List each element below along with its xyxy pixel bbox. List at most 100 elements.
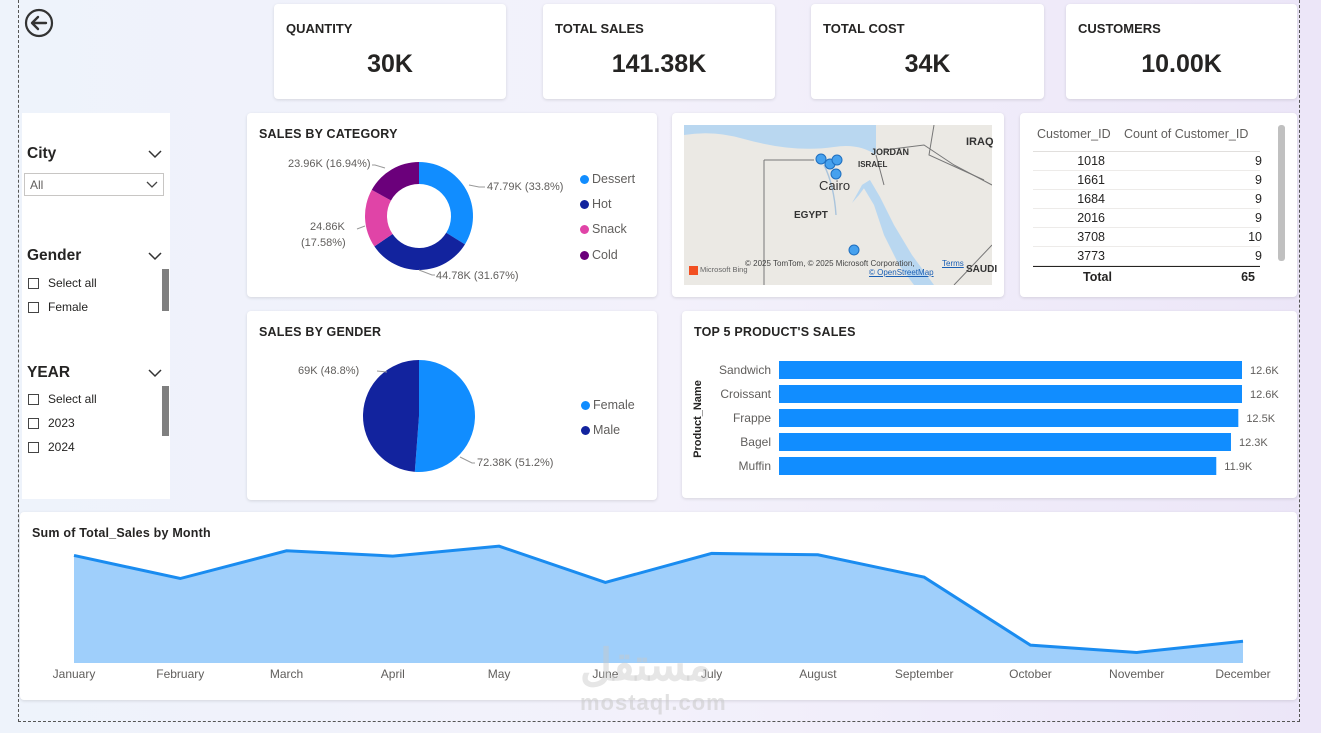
chart-title: SALES BY GENDER bbox=[259, 325, 382, 339]
table-row[interactable]: 1661 9 bbox=[1033, 172, 1262, 190]
bar-muffin[interactable] bbox=[779, 457, 1217, 475]
donut-slice-dessert[interactable] bbox=[419, 162, 473, 245]
legend-item-cold[interactable]: Cold bbox=[580, 248, 618, 262]
cell-customer-id: 1684 bbox=[1077, 192, 1105, 206]
table-row[interactable]: 1684 9 bbox=[1033, 191, 1262, 209]
kpi-card-customers: CUSTOMERS 10.00K bbox=[1066, 4, 1297, 99]
option-label: 2024 bbox=[48, 440, 75, 454]
map-label: JORDAN bbox=[871, 147, 910, 157]
cell-customer-id: 3708 bbox=[1077, 230, 1105, 244]
kpi-title: TOTAL SALES bbox=[555, 21, 644, 36]
legend-item-snack[interactable]: Snack bbox=[580, 222, 627, 236]
legend-item-female[interactable]: Female bbox=[581, 398, 635, 412]
column-header[interactable]: Count of Customer_ID bbox=[1124, 127, 1249, 141]
leader-line bbox=[372, 164, 386, 169]
slicer-panel bbox=[22, 113, 170, 499]
map-bubble[interactable] bbox=[830, 168, 842, 180]
table-row[interactable]: 3708 10 bbox=[1033, 229, 1262, 247]
legend-label: Dessert bbox=[592, 172, 636, 186]
total-value: 65 bbox=[1241, 270, 1255, 284]
chevron-down-icon[interactable] bbox=[148, 149, 162, 159]
chart-title: TOP 5 PRODUCT'S SALES bbox=[694, 325, 856, 339]
gender-slicer-title: Gender bbox=[27, 247, 82, 264]
donut-slice-cold[interactable] bbox=[371, 162, 419, 201]
chevron-down-icon bbox=[146, 181, 158, 188]
map-bubble[interactable] bbox=[831, 154, 843, 166]
checkbox[interactable] bbox=[28, 393, 39, 405]
gender-option-female[interactable]: Female bbox=[28, 300, 88, 314]
top-products-bar-chart[interactable]: Sandwich 12.6K Croissant 12.6K Frappe 12.5K Ba… bbox=[682, 311, 1297, 498]
map-bubble[interactable] bbox=[848, 244, 860, 256]
year-slicer: YEAR Select all 2023 2024 bbox=[22, 364, 170, 464]
legend-item-hot[interactable]: Hot bbox=[580, 197, 611, 211]
customer-table-card[interactable]: Customer_ID Count of Customer_ID 1018 9 16… bbox=[1020, 113, 1297, 297]
x-tick-label: November bbox=[1109, 667, 1164, 681]
monthly-area-chart[interactable]: January February March April May June July Augu… bbox=[20, 512, 1297, 700]
map-bubble[interactable] bbox=[815, 153, 827, 165]
kpi-value: 10.00K bbox=[1141, 50, 1222, 78]
monthly-sales-card[interactable]: Sum of Total_Sales by Month January Febru… bbox=[20, 512, 1297, 700]
cell-count: 10 bbox=[1248, 230, 1262, 244]
report-canvas bbox=[18, 0, 1300, 722]
legend-dot bbox=[580, 199, 589, 209]
city-dropdown-value: All bbox=[30, 178, 44, 192]
option-label: Select all bbox=[48, 392, 97, 406]
legend-item-dessert[interactable]: Dessert bbox=[580, 172, 635, 186]
cell-count: 9 bbox=[1255, 211, 1262, 225]
map-card[interactable]: IRAQ JORDAN ISRAEL Cairo EGYPT SAUDI © 2… bbox=[672, 113, 1004, 297]
header-divider bbox=[1033, 151, 1260, 152]
column-header[interactable]: Customer_ID bbox=[1037, 127, 1111, 141]
map-terms-link[interactable]: Terms bbox=[942, 259, 964, 268]
top-products-card[interactable]: TOP 5 PRODUCT'S SALES Product_Name Sandw… bbox=[682, 311, 1297, 498]
year-option-2023[interactable]: 2023 bbox=[28, 416, 75, 430]
back-arrow-icon[interactable] bbox=[24, 8, 54, 38]
bar-sandwich[interactable] bbox=[779, 361, 1242, 379]
city-dropdown[interactable]: All bbox=[24, 173, 164, 196]
gender-scrollbar[interactable] bbox=[162, 269, 169, 311]
table-row[interactable]: 3773 9 bbox=[1033, 248, 1262, 266]
table-scrollbar[interactable] bbox=[1278, 125, 1285, 261]
bar-frappe[interactable] bbox=[779, 409, 1239, 427]
checkbox[interactable] bbox=[28, 277, 39, 289]
data-label: 44.78K (31.67%) bbox=[436, 270, 519, 282]
category-donut-chart[interactable] bbox=[247, 113, 657, 297]
year-scrollbar[interactable] bbox=[162, 386, 169, 436]
checkbox[interactable] bbox=[28, 417, 39, 429]
checkbox[interactable] bbox=[28, 441, 39, 453]
chevron-down-icon[interactable] bbox=[148, 251, 162, 261]
bar-croissant[interactable] bbox=[779, 385, 1242, 403]
option-label: Female bbox=[48, 300, 89, 314]
donut-slice-hot[interactable] bbox=[374, 232, 465, 270]
pie-slice-female[interactable] bbox=[414, 360, 475, 472]
map-osm-link[interactable]: © OpenStreetMap bbox=[869, 268, 934, 277]
total-divider bbox=[1033, 266, 1260, 267]
sales-by-gender-card[interactable]: SALES BY GENDER 69K (48.8%) 72.38K (51.2… bbox=[247, 311, 657, 500]
cell-count: 9 bbox=[1255, 173, 1262, 187]
legend-dot bbox=[580, 250, 589, 260]
sales-by-category-card[interactable]: SALES BY CATEGORY 47.79K (33.8%) 44.78K … bbox=[247, 113, 657, 297]
legend-dot bbox=[580, 174, 589, 184]
chevron-down-icon[interactable] bbox=[148, 368, 162, 378]
cell-customer-id: 1018 bbox=[1077, 154, 1105, 168]
table-row[interactable]: 1018 9 bbox=[1033, 153, 1262, 171]
x-tick-label: July bbox=[701, 667, 722, 681]
donut-slice-snack[interactable] bbox=[365, 189, 393, 247]
year-option-2024[interactable]: 2024 bbox=[28, 440, 75, 454]
table-row[interactable]: 2016 9 bbox=[1033, 210, 1262, 228]
data-label: 47.79K (33.8%) bbox=[487, 181, 564, 193]
gender-option-select-all[interactable]: Select all bbox=[28, 276, 97, 290]
bar-bagel[interactable] bbox=[779, 433, 1231, 451]
legend-dot bbox=[580, 224, 589, 234]
leader-line bbox=[459, 456, 475, 464]
x-tick-label: October bbox=[1009, 667, 1052, 681]
legend-item-male[interactable]: Male bbox=[581, 423, 620, 437]
chart-title: SALES BY CATEGORY bbox=[259, 127, 398, 141]
pie-slice-male[interactable] bbox=[362, 360, 419, 472]
data-label: 11.9K bbox=[1224, 461, 1253, 473]
gender-pie-chart[interactable] bbox=[247, 311, 657, 500]
egypt-map[interactable] bbox=[684, 125, 992, 285]
year-option-select-all[interactable]: Select all bbox=[28, 392, 97, 406]
area-line[interactable] bbox=[73, 544, 1244, 654]
legend-label: Snack bbox=[592, 222, 627, 236]
checkbox[interactable] bbox=[28, 301, 39, 313]
